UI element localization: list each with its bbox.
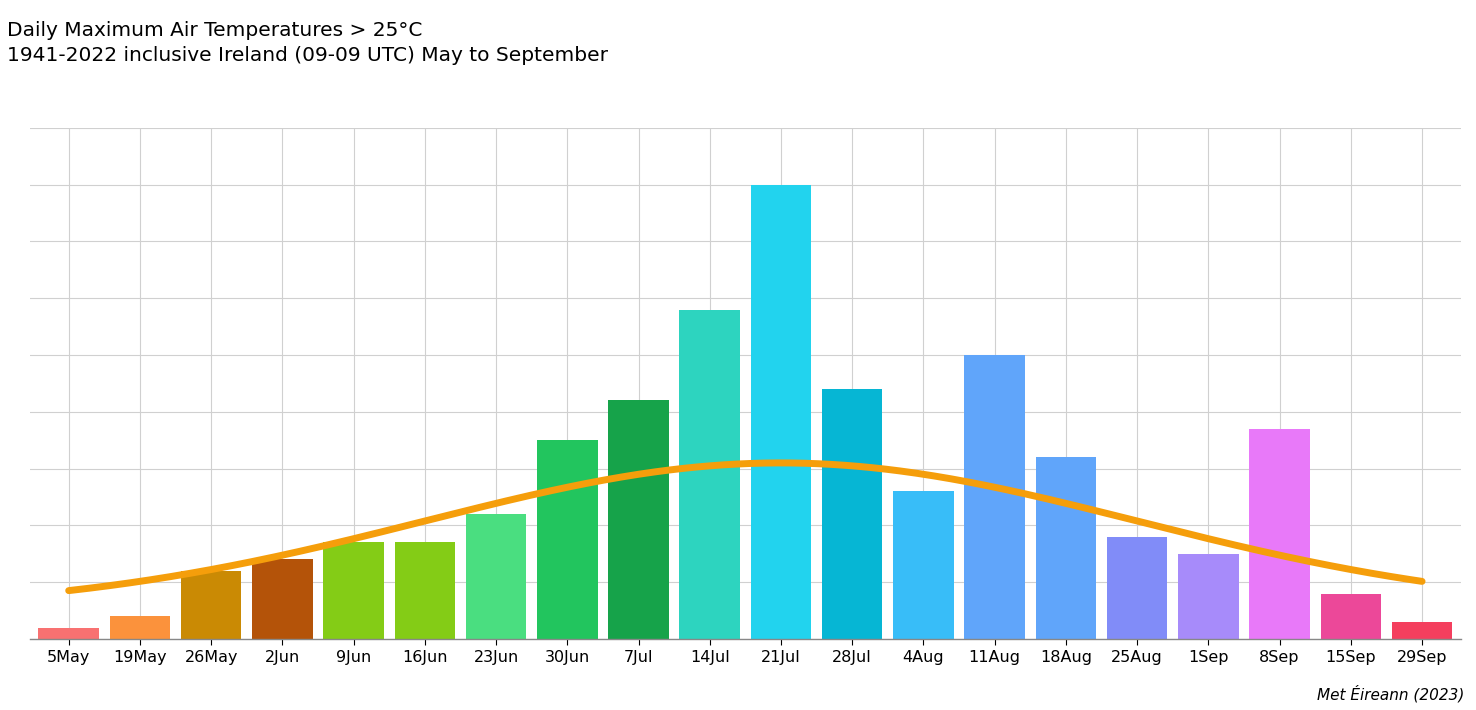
Bar: [1178, 554, 1238, 639]
Bar: [466, 514, 527, 639]
Bar: [679, 310, 739, 639]
Bar: [751, 185, 812, 639]
Bar: [1036, 457, 1097, 639]
Bar: [182, 571, 242, 639]
Bar: [822, 389, 883, 639]
Text: Met Éireann (2023): Met Éireann (2023): [1317, 685, 1464, 703]
Bar: [109, 616, 170, 639]
Text: Daily Maximum Air Temperatures > 25°C
1941-2022 inclusive Ireland (09-09 UTC) Ma: Daily Maximum Air Temperatures > 25°C 19…: [7, 21, 608, 65]
Bar: [537, 440, 598, 639]
Bar: [964, 355, 1024, 639]
Bar: [1249, 429, 1309, 639]
Bar: [38, 628, 99, 639]
Bar: [608, 400, 669, 639]
Bar: [1107, 537, 1168, 639]
Bar: [1392, 622, 1452, 639]
Bar: [893, 491, 953, 639]
Bar: [1321, 594, 1382, 639]
Bar: [394, 542, 455, 639]
Bar: [252, 559, 313, 639]
Bar: [323, 542, 384, 639]
